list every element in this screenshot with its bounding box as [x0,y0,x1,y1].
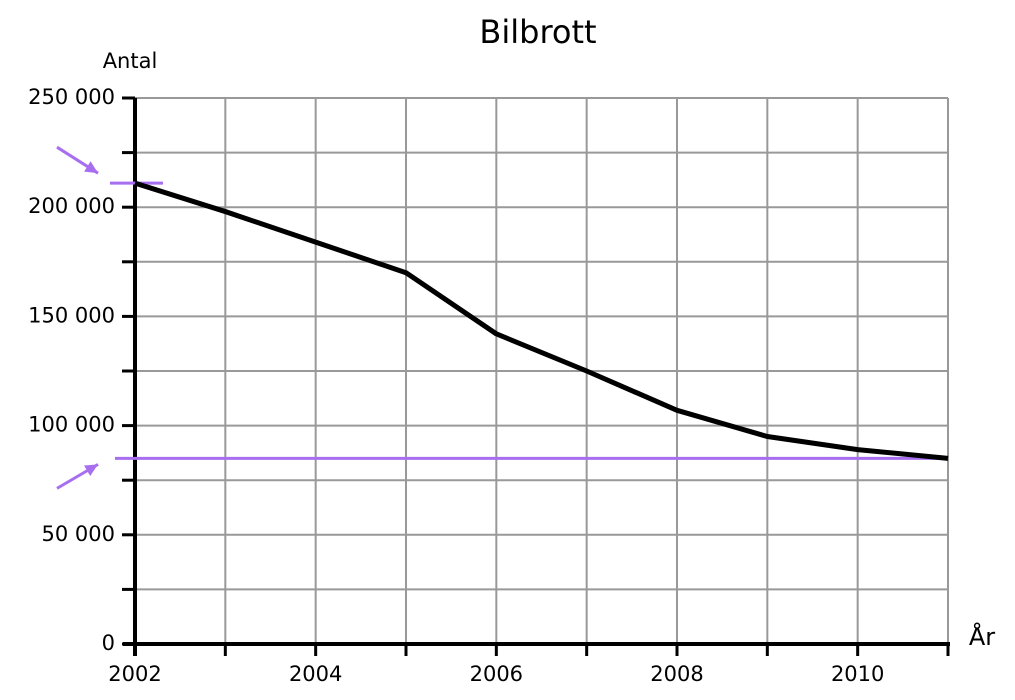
y-tick-label: 150 000 [28,303,115,327]
y-tick-label: 50 000 [42,522,115,546]
y-tick-label: 100 000 [28,413,115,437]
arrow-head [84,464,98,476]
chart-title: Bilbrott [479,13,596,51]
x-tick-label: 2002 [108,662,161,686]
x-axis-label: År [969,622,995,651]
y-tick-label: 200 000 [28,194,115,218]
x-tick-label: 2010 [831,662,884,686]
x-tick-label: 2008 [650,662,703,686]
data-line [134,180,949,461]
y-tick-label: 250 000 [28,85,115,109]
y-axis-label: Antal [103,49,158,73]
arrow-head [84,161,98,174]
x-tick-label: 2006 [470,662,523,686]
x-tick-label: 2004 [289,662,342,686]
y-tick-label: 0 [102,631,115,655]
